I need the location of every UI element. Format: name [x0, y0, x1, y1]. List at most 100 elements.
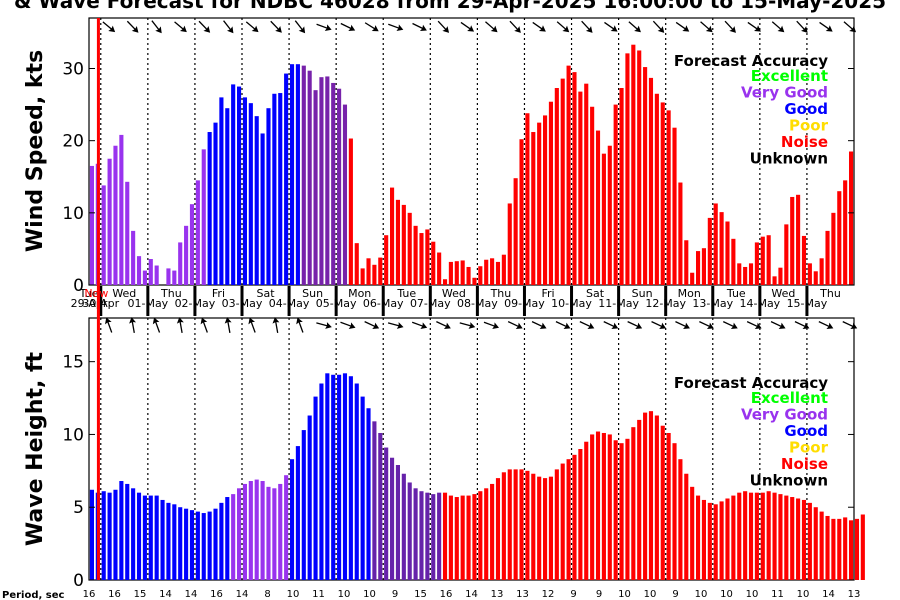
wind-speed-bar — [454, 261, 459, 285]
wind-speed-bar — [595, 130, 601, 285]
wind-speed-bar — [837, 191, 842, 285]
period-value: 9 — [392, 589, 398, 600]
wind-speed-bar — [178, 242, 183, 285]
period-value: 9 — [596, 589, 602, 600]
wind-speed-bar — [295, 64, 300, 286]
wave-height-bar — [548, 476, 553, 580]
period-value: 10 — [363, 589, 376, 600]
wave-direction-arrow-icon — [675, 321, 690, 330]
wave-y-axis-label: Wave Height, ft — [23, 351, 48, 546]
wave-height-bar — [319, 383, 324, 580]
wave-height-bar — [301, 430, 306, 580]
wave-height-bar — [543, 478, 548, 580]
chart-title: & Wave Forecast for NDBC 46028 from 29-A… — [14, 0, 886, 13]
wind-direction-arrow-icon — [843, 21, 857, 33]
wind-speed-bar — [460, 260, 465, 285]
wave-height-bar — [248, 481, 253, 580]
wave-height-bar — [537, 476, 542, 580]
wind-speed-bar — [278, 93, 283, 285]
wave-height-bar — [154, 495, 159, 580]
wind-speed-bar — [754, 242, 759, 285]
period-value: 9 — [672, 589, 678, 600]
wave-direction-arrows — [105, 317, 858, 333]
day-of-week-label: Wed — [112, 287, 136, 300]
wind-speed-bar — [337, 88, 342, 285]
wave-direction-arrow-icon — [483, 321, 500, 329]
period-value: 10 — [287, 589, 300, 600]
wind-speed-bar — [831, 212, 836, 285]
wave-height-bar — [478, 491, 483, 580]
period-value: 11 — [771, 589, 784, 600]
wave-height-bar — [360, 396, 365, 580]
wave-height-bar — [472, 494, 477, 580]
wave-height-bar — [289, 459, 295, 580]
wave-height-bar — [213, 508, 218, 580]
wave-direction-arrow-icon — [436, 321, 451, 330]
wave-height-bar — [142, 495, 147, 580]
wave-direction-arrow-icon — [842, 321, 858, 330]
wave-height-bar — [313, 396, 318, 580]
day-of-week-label: Fri — [541, 287, 554, 300]
wave-height-bar — [737, 492, 742, 580]
wave-height-bar — [690, 486, 695, 580]
wave-height-bar — [648, 411, 654, 580]
wave-height-bar — [372, 421, 377, 580]
wave-height-bar — [131, 488, 136, 580]
wave-height-bar — [807, 502, 812, 580]
wind-direction-arrow-icon — [652, 20, 665, 33]
wave-direction-arrow-icon — [200, 317, 208, 333]
wave-legend-item: Poor — [789, 439, 829, 457]
wind-direction-arrow-icon — [198, 20, 211, 33]
wave-height-bar — [519, 469, 524, 580]
wave-height-bar — [754, 492, 759, 580]
wave-height-bar — [843, 517, 848, 580]
period-value: 16 — [108, 589, 121, 600]
wave-height-bar — [513, 469, 518, 580]
wave-height-bar — [113, 489, 118, 580]
wave-height-bar — [136, 492, 142, 580]
wind-speed-bar — [448, 261, 453, 285]
wind-speed-bar — [525, 113, 530, 285]
wind-speed-bar — [431, 241, 436, 285]
wave-height-bar — [237, 488, 242, 580]
wave-legend-item: Noise — [781, 455, 828, 473]
period-value: 15 — [414, 589, 427, 600]
wave-height-bar — [684, 473, 689, 580]
wave-height-bar — [119, 481, 124, 580]
wind-direction-arrow-icon — [724, 20, 736, 33]
wave-height-bar — [484, 488, 489, 580]
wind-direction-arrow-icon — [604, 21, 618, 32]
wind-speed-bar — [807, 263, 812, 285]
period-value: 10 — [618, 589, 631, 600]
wave-height-bar — [437, 492, 442, 580]
wave-height-bar — [378, 432, 383, 580]
wave-direction-arrow-icon — [507, 321, 523, 330]
wave-y-tick-label: 0 — [73, 571, 84, 591]
wind-speed-bar — [319, 77, 324, 285]
wind-speed-bar — [760, 236, 765, 285]
wind-speed-bar — [548, 101, 553, 286]
period-value: 14 — [185, 589, 198, 600]
wave-legend-title: Forecast Accuracy — [674, 374, 828, 392]
wind-legend-item: Very Good — [741, 84, 828, 102]
wave-legend-item: Excellent — [751, 389, 828, 407]
wind-y-tick-label: 10 — [62, 204, 84, 224]
wind-speed-bar — [366, 258, 371, 285]
wind-speed-bar — [207, 132, 212, 285]
wave-height-bar — [595, 431, 601, 580]
wave-y-tick-label: 10 — [62, 425, 84, 445]
wind-speed-bar — [354, 243, 359, 285]
wave-height-bar — [607, 434, 612, 580]
wave-height-bar — [525, 470, 530, 580]
wave-height-bar — [207, 511, 212, 580]
wave-height-bar — [678, 459, 683, 580]
wave-height-bar — [748, 492, 754, 580]
wave-height-bar — [413, 488, 418, 580]
wind-speed-bar — [89, 165, 94, 285]
wave-height-bar — [466, 495, 471, 580]
wave-height-bar — [390, 457, 395, 580]
wave-height-bar — [707, 502, 712, 580]
wave-height-bar — [419, 491, 424, 580]
wind-speed-bar — [778, 267, 783, 285]
